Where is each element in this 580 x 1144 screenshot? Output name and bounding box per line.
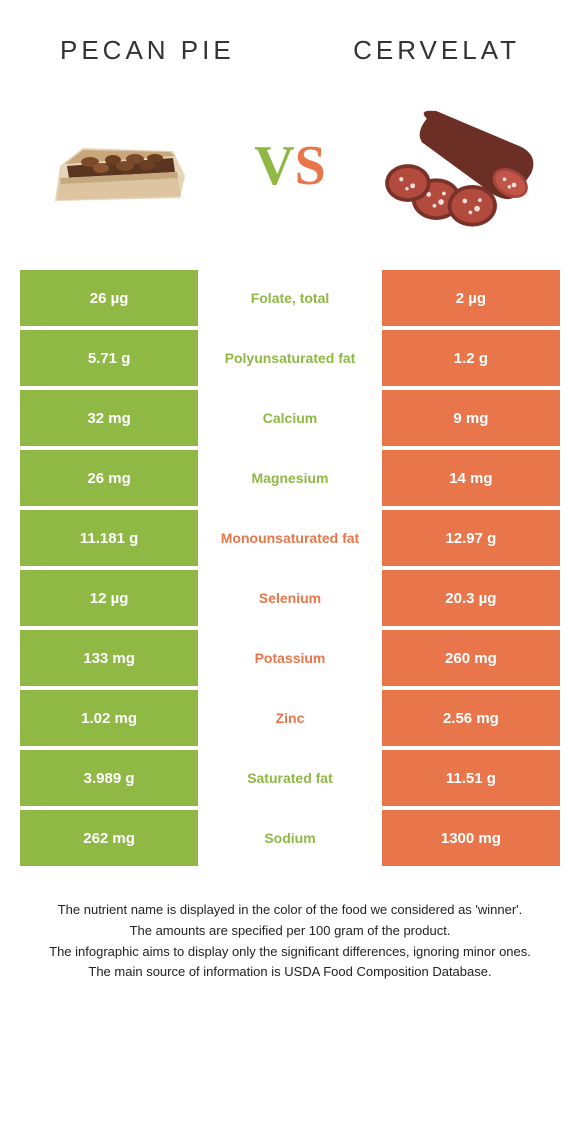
nutrition-row: 26 mgMagnesium14 mg: [20, 450, 560, 506]
value-left: 1.02 mg: [20, 690, 198, 746]
footer-line-4: The main source of information is USDA F…: [30, 962, 550, 983]
nutrition-row: 262 mgSodium1300 mg: [20, 810, 560, 866]
nutrition-table-wrap: 26 µgFolate, total2 µg5.71 gPolyunsatura…: [0, 266, 580, 870]
value-left: 32 mg: [20, 390, 198, 446]
nutrient-label: Polyunsaturated fat: [198, 330, 382, 386]
value-right: 260 mg: [382, 630, 560, 686]
nutrition-row: 3.989 gSaturated fat11.51 g: [20, 750, 560, 806]
nutrition-row: 133 mgPotassium260 mg: [20, 630, 560, 686]
nutrient-label: Folate, total: [198, 270, 382, 326]
hero-row: VS: [0, 86, 580, 266]
nutrition-row: 5.71 gPolyunsaturated fat1.2 g: [20, 330, 560, 386]
nutrition-row: 11.181 gMonounsaturated fat12.97 g: [20, 510, 560, 566]
value-left: 26 µg: [20, 270, 198, 326]
footer-notes: The nutrient name is displayed in the co…: [0, 870, 580, 983]
nutrient-label: Saturated fat: [198, 750, 382, 806]
footer-line-3: The infographic aims to display only the…: [30, 942, 550, 963]
food-left-title: Pecan pie: [60, 35, 235, 66]
value-left: 5.71 g: [20, 330, 198, 386]
nutrient-label: Monounsaturated fat: [198, 510, 382, 566]
value-left: 262 mg: [20, 810, 198, 866]
nutrient-label: Selenium: [198, 570, 382, 626]
pecan-pie-image: [30, 101, 210, 231]
nutrient-label: Zinc: [198, 690, 382, 746]
footer-line-1: The nutrient name is displayed in the co…: [30, 900, 550, 921]
value-right: 1.2 g: [382, 330, 560, 386]
vs-letter-v: V: [254, 138, 294, 194]
header: Pecan pie Cervelat: [0, 0, 580, 86]
footer-line-2: The amounts are specified per 100 gram o…: [30, 921, 550, 942]
nutrient-label: Calcium: [198, 390, 382, 446]
nutrient-label: Magnesium: [198, 450, 382, 506]
cervelat-image: [370, 101, 550, 231]
value-left: 3.989 g: [20, 750, 198, 806]
value-right: 14 mg: [382, 450, 560, 506]
value-left: 12 µg: [20, 570, 198, 626]
vs-letter-s: S: [295, 138, 326, 194]
value-left: 11.181 g: [20, 510, 198, 566]
value-right: 12.97 g: [382, 510, 560, 566]
nutrition-row: 26 µgFolate, total2 µg: [20, 270, 560, 326]
value-left: 133 mg: [20, 630, 198, 686]
nutrition-row: 32 mgCalcium9 mg: [20, 390, 560, 446]
nutrition-row: 12 µgSelenium20.3 µg: [20, 570, 560, 626]
vs-badge: VS: [245, 121, 335, 211]
nutrition-table: 26 µgFolate, total2 µg5.71 gPolyunsatura…: [20, 266, 560, 870]
value-right: 2.56 mg: [382, 690, 560, 746]
value-right: 2 µg: [382, 270, 560, 326]
value-right: 9 mg: [382, 390, 560, 446]
food-right-title: Cervelat: [353, 35, 520, 66]
value-right: 11.51 g: [382, 750, 560, 806]
value-left: 26 mg: [20, 450, 198, 506]
value-right: 20.3 µg: [382, 570, 560, 626]
nutrition-row: 1.02 mgZinc2.56 mg: [20, 690, 560, 746]
nutrient-label: Potassium: [198, 630, 382, 686]
nutrient-label: Sodium: [198, 810, 382, 866]
value-right: 1300 mg: [382, 810, 560, 866]
